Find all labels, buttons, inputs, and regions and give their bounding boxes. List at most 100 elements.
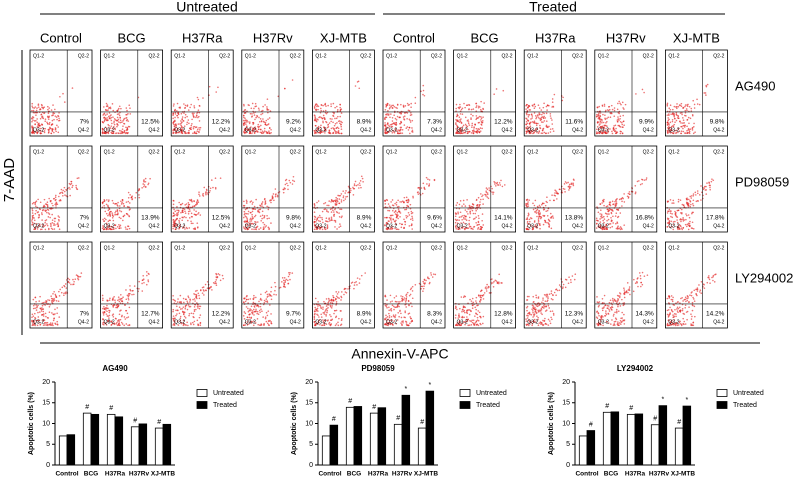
event-dot bbox=[531, 117, 533, 119]
event-dot bbox=[243, 201, 245, 203]
event-dot bbox=[462, 113, 464, 115]
event-dot bbox=[129, 307, 131, 309]
event-dot bbox=[384, 217, 386, 219]
event-dot bbox=[525, 118, 527, 120]
event-dot bbox=[190, 127, 192, 129]
event-dot bbox=[620, 104, 622, 106]
event-dot bbox=[395, 220, 397, 222]
quadrant-label: Q4-2 bbox=[360, 319, 371, 325]
event-dot bbox=[262, 113, 264, 115]
event-dot bbox=[186, 116, 188, 118]
event-dot bbox=[51, 312, 53, 314]
event-dot bbox=[492, 193, 494, 195]
event-dot bbox=[340, 299, 342, 301]
event-dot bbox=[543, 324, 545, 326]
event-dot bbox=[121, 202, 123, 204]
quadrant-label: Q3-2 bbox=[315, 127, 326, 133]
event-dot bbox=[387, 316, 389, 318]
event-dot bbox=[467, 119, 469, 121]
event-dot bbox=[261, 218, 263, 220]
event-dot bbox=[53, 320, 55, 322]
event-dot bbox=[404, 227, 406, 229]
event-dot bbox=[145, 178, 147, 180]
event-dot bbox=[547, 296, 549, 298]
event-dot bbox=[251, 200, 253, 202]
event-dot bbox=[335, 197, 337, 199]
event-dot bbox=[107, 315, 109, 317]
event-dot bbox=[51, 109, 53, 111]
event-dot bbox=[64, 191, 66, 193]
quadrant-percent: 12.5% bbox=[141, 119, 160, 126]
event-dot bbox=[105, 109, 107, 111]
event-dot bbox=[526, 121, 528, 123]
event-dot bbox=[329, 122, 331, 124]
event-dot bbox=[604, 105, 606, 107]
event-dot bbox=[672, 119, 674, 121]
event-dot bbox=[266, 312, 268, 314]
event-dot bbox=[125, 226, 127, 228]
event-dot bbox=[464, 307, 466, 309]
event-dot bbox=[705, 92, 707, 94]
event-dot bbox=[608, 219, 610, 221]
quadrant-label: Q2-2 bbox=[360, 53, 371, 59]
event-dot bbox=[255, 215, 257, 217]
event-dot bbox=[682, 125, 684, 127]
event-dot bbox=[325, 105, 327, 107]
event-dot bbox=[261, 310, 263, 312]
event-dot bbox=[459, 216, 461, 218]
event-dot bbox=[476, 297, 478, 299]
event-dot bbox=[56, 307, 58, 309]
event-dot bbox=[539, 228, 541, 230]
event-dot bbox=[118, 228, 120, 230]
event-dot bbox=[477, 128, 479, 130]
event-dot bbox=[401, 298, 403, 300]
event-dot bbox=[625, 104, 627, 106]
event-dot bbox=[469, 226, 471, 228]
event-dot bbox=[545, 300, 547, 302]
event-dot bbox=[532, 316, 534, 318]
event-dot bbox=[127, 324, 129, 326]
event-dot bbox=[104, 211, 106, 213]
event-dot bbox=[187, 325, 189, 327]
event-dot bbox=[39, 296, 41, 298]
event-dot bbox=[193, 128, 195, 130]
event-dot bbox=[251, 214, 253, 216]
event-dot bbox=[675, 114, 677, 116]
event-dot bbox=[410, 318, 412, 320]
event-dot bbox=[546, 323, 548, 325]
event-dot bbox=[55, 128, 57, 130]
event-dot bbox=[400, 104, 402, 106]
event-dot bbox=[41, 310, 43, 312]
event-dot bbox=[502, 186, 504, 188]
event-dot bbox=[261, 132, 263, 134]
column-label: BCG bbox=[471, 30, 499, 45]
event-dot bbox=[253, 122, 255, 124]
event-dot bbox=[680, 218, 682, 220]
event-dot bbox=[677, 216, 679, 218]
event-dot bbox=[612, 215, 614, 217]
event-dot bbox=[491, 278, 493, 280]
event-dot bbox=[546, 222, 548, 224]
event-dot bbox=[678, 201, 680, 203]
event-dot bbox=[462, 309, 464, 311]
event-dot bbox=[52, 131, 54, 133]
event-dot bbox=[271, 199, 273, 201]
event-dot bbox=[541, 309, 543, 311]
event-dot bbox=[487, 189, 489, 191]
event-dot bbox=[102, 219, 104, 221]
event-dot bbox=[243, 217, 245, 219]
event-dot bbox=[686, 226, 688, 228]
event-dot bbox=[128, 295, 130, 297]
event-dot bbox=[401, 300, 403, 302]
event-dot bbox=[51, 298, 53, 300]
event-dot bbox=[709, 184, 711, 186]
event-dot bbox=[432, 276, 434, 278]
quadrant-label: Q2-2 bbox=[290, 245, 301, 251]
event-dot bbox=[246, 306, 248, 308]
event-dot bbox=[474, 131, 476, 133]
event-dot bbox=[117, 113, 119, 115]
event-dot bbox=[686, 202, 688, 204]
event-dot bbox=[612, 201, 614, 203]
event-dot bbox=[538, 219, 540, 221]
event-dot bbox=[74, 278, 76, 280]
